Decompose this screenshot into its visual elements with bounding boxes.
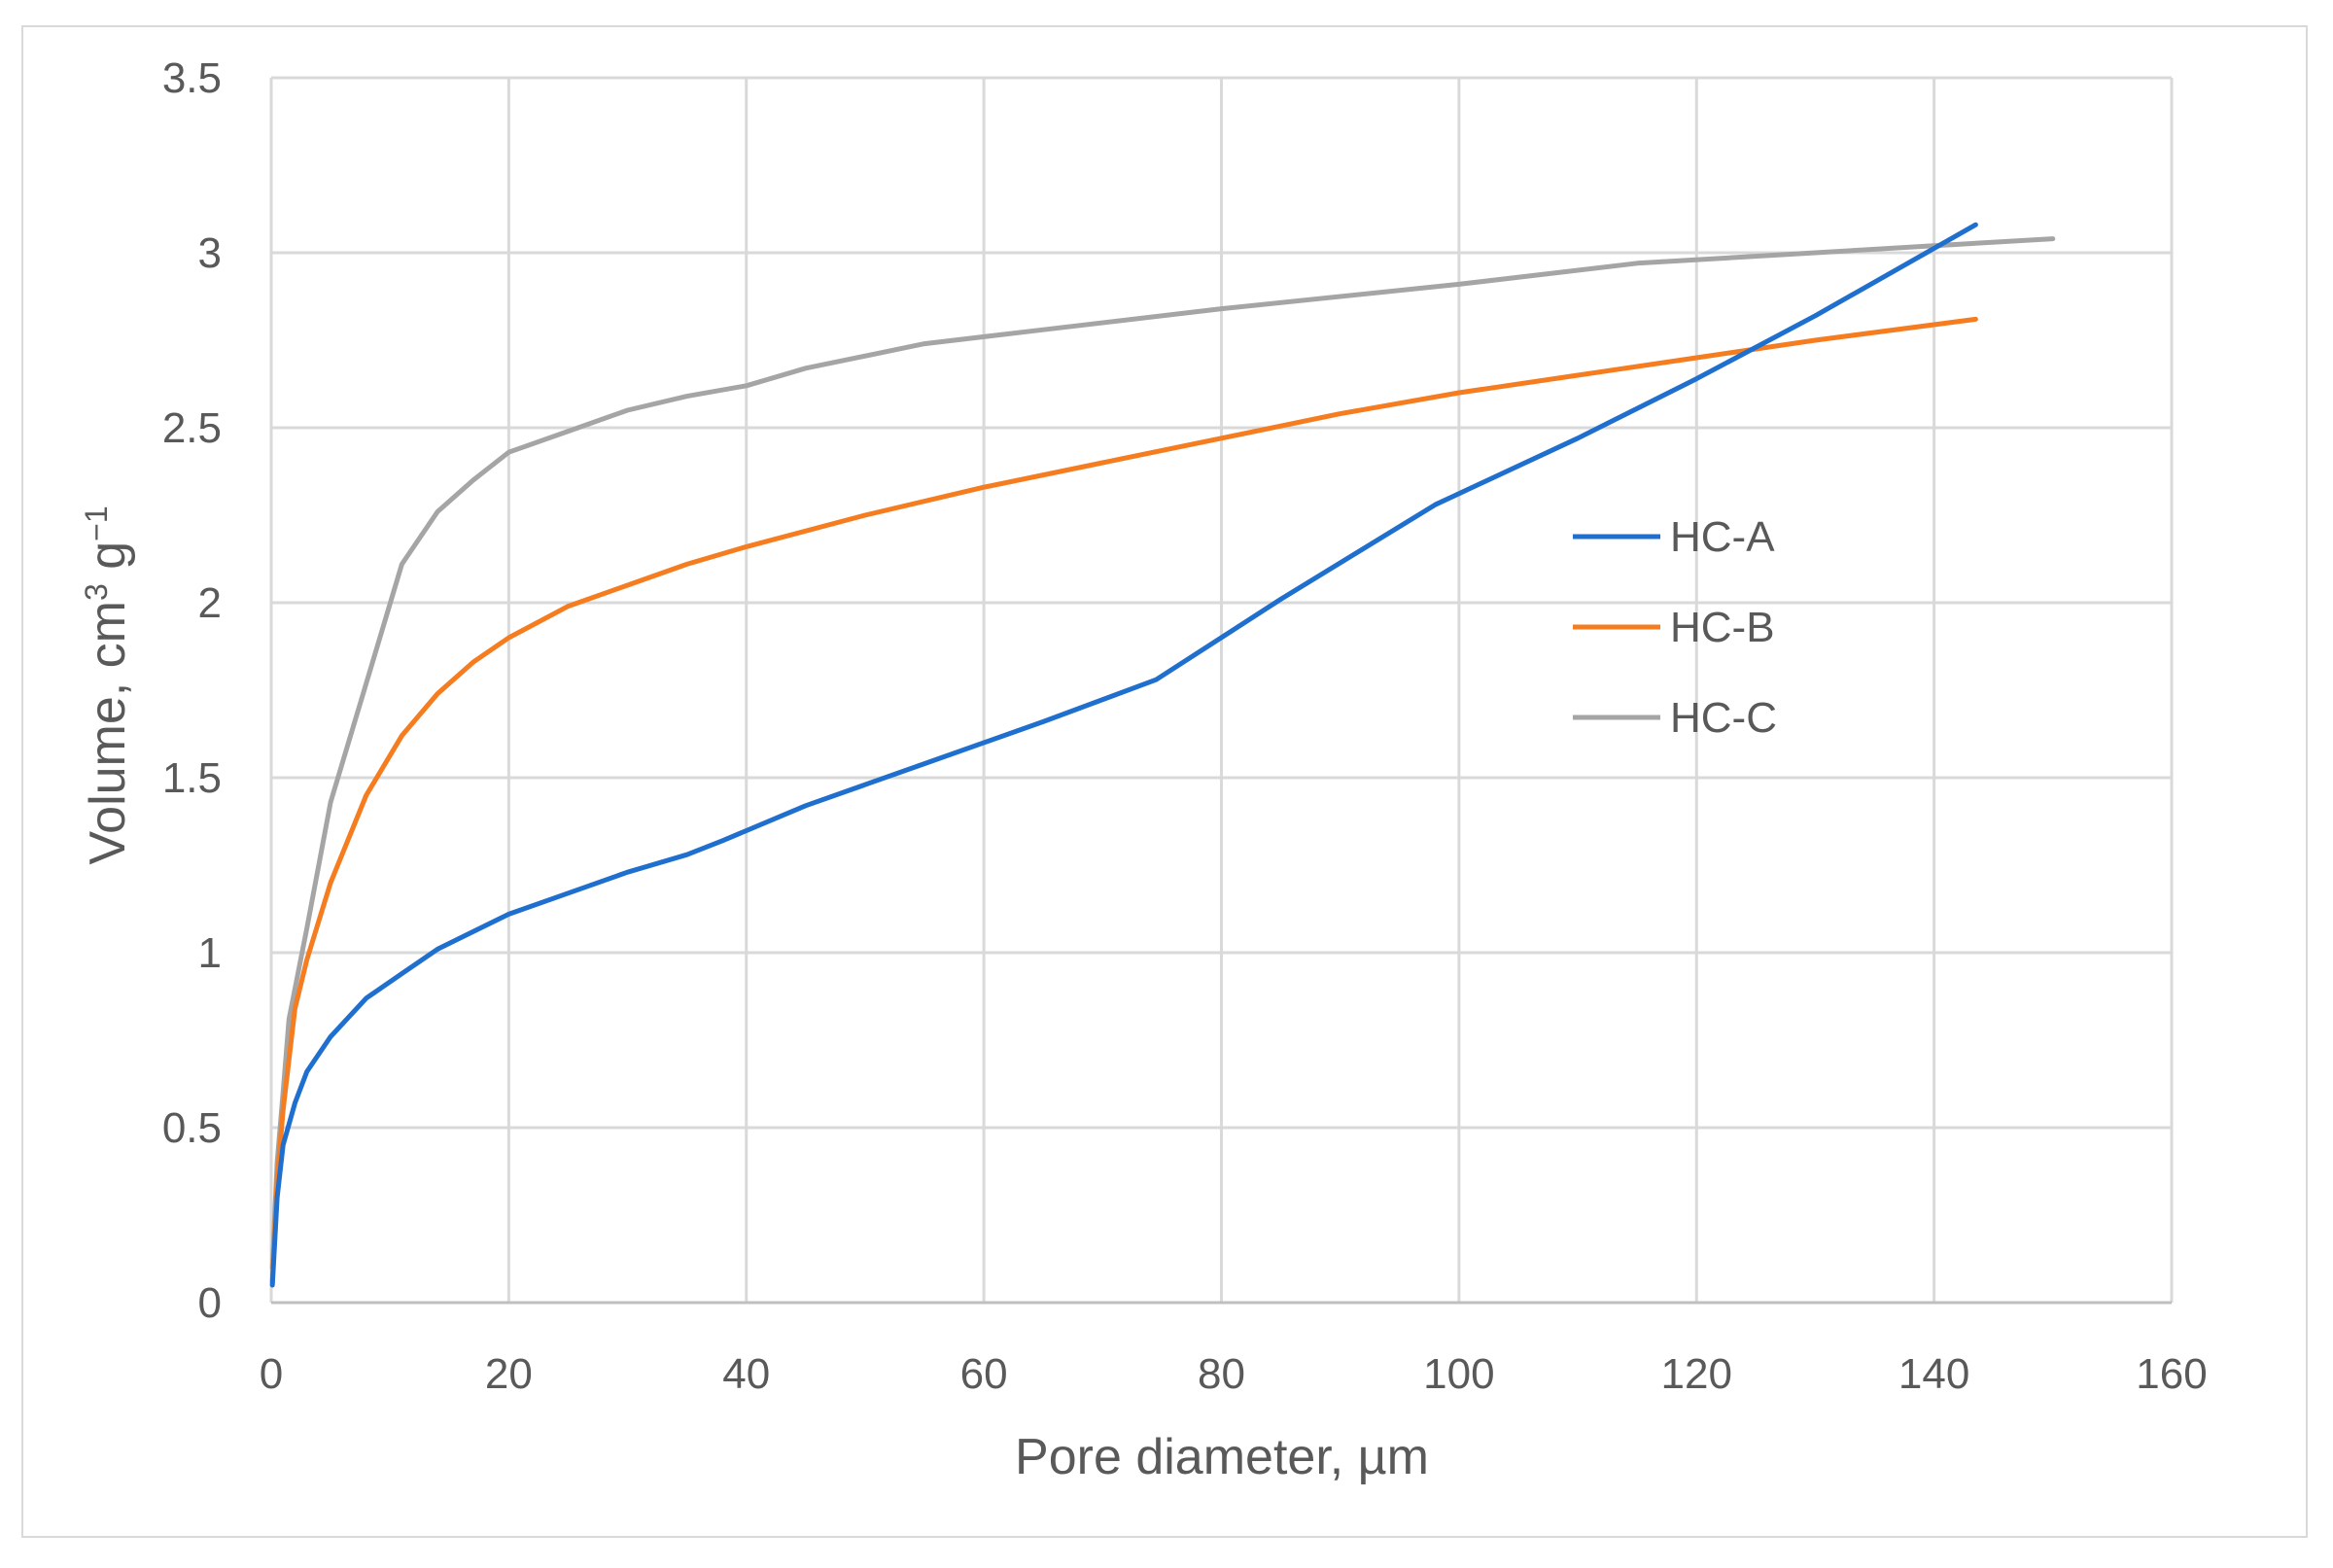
y-tick-label: 3: [198, 229, 222, 277]
y-tick-label: 1.5: [162, 754, 222, 802]
x-axis-title: Pore diameter, µm: [1015, 1429, 1429, 1485]
legend-label-hc-a: HC-A: [1670, 513, 1775, 561]
y-axis-title: Volume, cm3 g−1: [79, 505, 136, 864]
series-line-hc-a: [269, 222, 1978, 1288]
x-tick-label: 0: [260, 1350, 283, 1398]
y-tick-label: 1: [198, 929, 222, 977]
y-axis-title-sup-1: 3: [79, 583, 114, 601]
y-tick-label: 2: [198, 579, 222, 627]
y-tick-label: 3.5: [162, 54, 222, 102]
x-tick-label: 100: [1423, 1350, 1494, 1398]
x-tick-label: 140: [1898, 1350, 1969, 1398]
y-axis-title-main: Volume, cm: [80, 601, 136, 865]
legend-label-hc-b: HC-B: [1670, 604, 1775, 651]
axes: [269, 78, 2172, 1305]
x-tick-label: 160: [2136, 1350, 2207, 1398]
chart-frame: [21, 25, 2308, 1538]
legend-label-hc-c: HC-C: [1670, 694, 1777, 742]
x-tick-label: 120: [1661, 1350, 1732, 1398]
data-series: [269, 222, 2056, 1288]
tick-labels: 0 20 40 60 80 100 120 140 160 0 0.5 1 1.5 2 2.5 3 3.5: [162, 54, 2208, 1398]
series-line-hc-b: [269, 316, 1978, 1284]
y-tick-label: 2.5: [162, 404, 222, 452]
grid-lines: [271, 76, 2174, 1303]
y-axis-title-mid: g: [80, 541, 136, 583]
y-axis-title-sup-2: −1: [79, 505, 114, 540]
x-tick-label: 40: [722, 1350, 770, 1398]
x-tick-label: 60: [960, 1350, 1008, 1398]
y-tick-label: 0.5: [162, 1104, 222, 1152]
x-tick-label: 20: [485, 1350, 533, 1398]
legend: HC-A HC-B HC-C: [1573, 513, 1777, 742]
x-tick-label: 80: [1198, 1350, 1245, 1398]
y-tick-label: 0: [198, 1279, 222, 1327]
series-line-hc-c: [269, 236, 2056, 1271]
